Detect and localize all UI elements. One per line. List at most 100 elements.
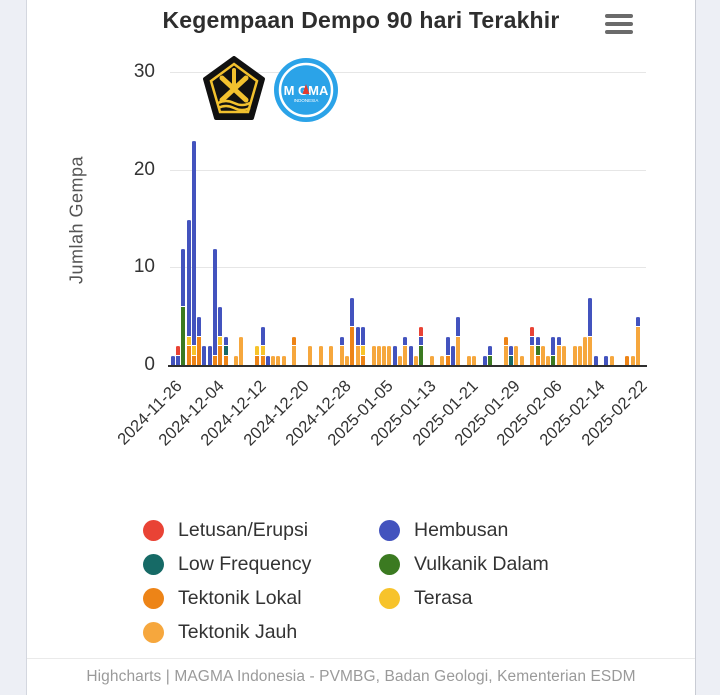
bar-2025-01-29	[509, 343, 514, 365]
bar-segment	[472, 355, 477, 365]
bar-segment	[308, 345, 313, 365]
legend-item-letusan-erupsi[interactable]: Letusan/Erupsi	[143, 519, 379, 542]
bar-2024-12-29	[345, 353, 350, 365]
bar-2025-02-06	[551, 334, 556, 365]
bar-segment	[419, 345, 424, 365]
hamburger-menu-icon	[605, 14, 633, 18]
chart-context-menu-button[interactable]	[605, 14, 633, 34]
legend-item-low-frequency[interactable]: Low Frequency	[143, 553, 379, 576]
bar-2025-01-25	[487, 343, 492, 365]
bar-2025-01-28	[503, 334, 508, 365]
bar-segment	[535, 355, 540, 365]
bar-2024-12-31	[355, 324, 360, 365]
bar-2025-02-10	[572, 343, 577, 365]
legend-item-tektonik-jauh[interactable]: Tektonik Jauh	[143, 621, 379, 644]
bar-segment	[181, 247, 186, 307]
legend-item-hembusan[interactable]: Hembusan	[379, 519, 623, 542]
bar-2025-01-01	[361, 324, 366, 365]
bar-segment	[345, 355, 350, 365]
bar-2024-11-26	[170, 353, 175, 365]
bar-segment	[350, 296, 355, 326]
logos: M GMA INDONESIA	[202, 56, 339, 124]
bar-segment	[509, 355, 514, 365]
bar-2024-12-30	[350, 295, 355, 365]
bar-segment	[466, 355, 471, 365]
bar-segment	[556, 335, 561, 346]
bar-segment	[419, 325, 424, 336]
scrollbar-track[interactable]	[695, 0, 720, 695]
esdm-logo	[203, 56, 265, 120]
bar-segment	[562, 345, 567, 365]
bar-segment	[487, 345, 492, 356]
legend-marker-icon	[143, 554, 164, 575]
legend-label: Low Frequency	[178, 553, 312, 575]
bar-2025-01-19	[456, 314, 461, 365]
bar-segment	[361, 355, 366, 365]
bar-2024-12-01	[197, 314, 202, 365]
gridline	[170, 267, 646, 269]
bar-segment	[339, 345, 344, 365]
bar-segment	[456, 335, 461, 365]
bar-2025-01-24	[482, 353, 487, 365]
legend-marker-icon	[143, 622, 164, 643]
legend-item-tektonik-lokal[interactable]: Tektonik Lokal	[143, 587, 379, 610]
legend-label: Tektonik Jauh	[178, 621, 298, 643]
bar-segment	[223, 355, 228, 365]
legend-item-terasa[interactable]: Terasa	[379, 587, 623, 610]
bar-segment	[625, 355, 630, 365]
bar-segment	[387, 345, 392, 365]
bar-segment	[577, 345, 582, 365]
bar-segment	[292, 345, 297, 365]
bar-segment	[191, 355, 196, 365]
legend-marker-icon	[143, 520, 164, 541]
bar-segment	[408, 345, 413, 365]
y-tick-label: 20	[133, 158, 155, 180]
x-axis-line	[168, 365, 647, 367]
bar-2024-12-03	[207, 343, 212, 365]
bar-segment	[234, 355, 239, 365]
bar-2025-01-03	[371, 343, 376, 365]
legend-label: Hembusan	[414, 519, 509, 541]
bar-2024-11-27	[175, 343, 180, 365]
page-gutter-left	[0, 0, 27, 695]
legend-item-vulkanik-dalam[interactable]: Vulkanik Dalam	[379, 553, 623, 576]
bar-segment	[361, 325, 366, 346]
bar-2024-12-04	[212, 246, 217, 365]
bar-2024-11-28	[181, 246, 186, 365]
bar-segment	[514, 345, 519, 365]
bar-segment	[197, 316, 202, 336]
bar-segment	[487, 355, 492, 365]
bar-segment	[361, 345, 366, 356]
bar-segment	[355, 325, 360, 346]
bar-segment	[503, 345, 508, 365]
bar-segment	[255, 345, 260, 356]
chart-legend: Letusan/Erupsi Hembusan Low Frequency Vulka…	[143, 519, 623, 644]
bar-segment	[350, 325, 355, 365]
bar-segment	[593, 355, 598, 365]
legend-marker-icon	[379, 588, 400, 609]
bar-2024-12-17	[281, 353, 286, 365]
bar-segment	[218, 345, 223, 365]
magma-indonesia-logo: M GMA INDONESIA	[274, 58, 338, 122]
bar-segment	[456, 316, 461, 336]
bar-segment	[186, 345, 191, 365]
bar-segment	[191, 345, 196, 356]
legend-marker-icon	[379, 554, 400, 575]
bar-segment	[276, 355, 281, 365]
bar-segment	[546, 355, 551, 365]
bar-segment	[260, 325, 265, 346]
bar-segment	[636, 316, 641, 326]
bar-segment	[482, 355, 487, 365]
legend-grid: Letusan/Erupsi Hembusan Low Frequency Vulka…	[143, 519, 623, 644]
bar-segment	[186, 335, 191, 346]
bar-segment	[429, 355, 434, 365]
bar-segment	[630, 355, 635, 365]
bar-segment	[175, 345, 180, 356]
bar-segment	[535, 345, 540, 356]
bar-2025-02-07	[556, 334, 561, 365]
bar-segment	[281, 355, 286, 365]
legend-marker-icon	[143, 588, 164, 609]
bar-segment	[403, 345, 408, 365]
bar-2024-12-06	[223, 334, 228, 365]
chart-title: Kegempaan Dempo 90 hari Terakhir	[162, 7, 560, 33]
